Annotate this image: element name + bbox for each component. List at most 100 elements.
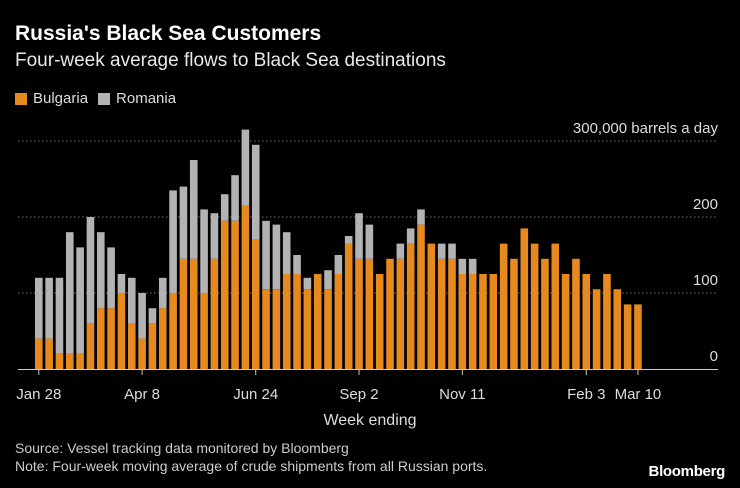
bar-bulgaria xyxy=(158,308,167,369)
bar-bulgaria xyxy=(96,308,105,369)
bar-bulgaria xyxy=(117,293,126,369)
x-tick-label: Nov 11 xyxy=(439,386,485,403)
bar-bulgaria xyxy=(179,258,188,369)
bar-romania xyxy=(158,277,167,309)
x-tick-label: Apr 8 xyxy=(124,386,160,403)
bar-bulgaria xyxy=(324,289,332,369)
bar-romania xyxy=(365,224,374,259)
bar-romania xyxy=(220,194,229,221)
bar-romania xyxy=(210,213,219,259)
bar-romania xyxy=(437,243,446,259)
bar-romania xyxy=(86,217,95,324)
legend-label-romania: Romania xyxy=(116,90,177,107)
bar-bulgaria xyxy=(231,220,239,369)
bar-bulgaria xyxy=(623,304,632,369)
bar-bulgaria xyxy=(510,258,518,369)
bar-romania xyxy=(406,228,415,244)
y-tick-label: 300,000 barrels a day xyxy=(573,120,719,137)
bar-bulgaria xyxy=(303,289,312,369)
bar-romania xyxy=(272,224,281,290)
bar-romania xyxy=(76,247,84,354)
y-tick-label: 200 xyxy=(693,196,718,213)
x-tick-label: Jan 28 xyxy=(16,386,61,403)
bar-bulgaria xyxy=(272,289,281,369)
bar-bulgaria xyxy=(582,274,591,369)
bars xyxy=(35,129,642,369)
x-tick-label: Feb 3 xyxy=(567,386,605,403)
bar-bulgaria xyxy=(448,258,456,369)
axes: 0 100 200 300,000 barrels a day Jan 28 Apr 8 J… xyxy=(16,120,718,429)
bar-romania xyxy=(55,277,64,354)
bar-bulgaria xyxy=(35,338,43,369)
bar-romania xyxy=(324,270,332,290)
bar-bulgaria xyxy=(210,258,219,369)
bar-bulgaria xyxy=(603,274,611,369)
bar-bulgaria xyxy=(282,274,291,369)
bar-romania xyxy=(303,277,312,290)
bar-bulgaria xyxy=(479,274,487,369)
bar-romania xyxy=(231,175,239,221)
bar-romania xyxy=(138,293,146,339)
bar-bulgaria xyxy=(293,274,301,369)
bar-bulgaria xyxy=(127,323,136,369)
bar-romania xyxy=(262,220,270,290)
bar-bulgaria xyxy=(365,258,374,369)
bar-bulgaria xyxy=(251,239,260,369)
bar-romania xyxy=(127,277,136,324)
bar-romania xyxy=(35,277,43,339)
bar-bulgaria xyxy=(107,308,115,369)
bar-bulgaria xyxy=(499,243,508,369)
bar-romania xyxy=(189,160,198,259)
y-tick-label: 100 xyxy=(693,272,718,289)
bar-bulgaria xyxy=(169,293,177,369)
bar-bulgaria xyxy=(437,258,446,369)
bar-bulgaria xyxy=(262,289,270,369)
bar-romania xyxy=(107,247,115,309)
bar-bulgaria xyxy=(76,353,84,369)
bar-bulgaria xyxy=(530,243,539,369)
legend-item-romania: Romania xyxy=(98,90,176,107)
footnote: Note: Four-week moving average of crude … xyxy=(15,458,488,474)
bar-bulgaria xyxy=(241,205,250,369)
legend-swatch-romania xyxy=(98,92,111,105)
bar-bulgaria xyxy=(572,258,580,369)
bar-bulgaria xyxy=(406,243,415,369)
bar-bulgaria xyxy=(138,338,146,369)
bar-bulgaria xyxy=(468,274,477,369)
bar-bulgaria xyxy=(541,258,549,369)
bar-romania xyxy=(293,255,301,274)
x-tick-label: Jun 24 xyxy=(233,386,278,403)
bar-romania xyxy=(468,258,477,274)
bar-bulgaria xyxy=(561,274,570,369)
bar-romania xyxy=(65,232,74,354)
legend: Bulgaria Romania xyxy=(15,90,186,107)
bar-romania xyxy=(200,209,208,293)
bar-romania xyxy=(251,144,260,240)
bar-bulgaria xyxy=(551,243,560,369)
chart-subtitle: Four-week average flows to Black Sea des… xyxy=(15,50,446,71)
bar-bulgaria xyxy=(592,289,601,369)
x-axis-title: Week ending xyxy=(323,412,416,429)
bar-romania xyxy=(169,190,177,293)
bar-bulgaria xyxy=(386,258,394,369)
bar-romania xyxy=(179,186,188,259)
bar-bulgaria xyxy=(396,258,405,369)
bar-bulgaria xyxy=(458,274,467,369)
legend-item-bulgaria: Bulgaria xyxy=(15,90,88,107)
legend-swatch-bulgaria xyxy=(15,92,27,105)
bar-romania xyxy=(355,213,363,259)
bar-romania xyxy=(417,209,425,225)
bar-bulgaria xyxy=(489,274,498,369)
bar-romania xyxy=(117,274,126,293)
bar-bulgaria xyxy=(148,323,157,369)
bar-romania xyxy=(45,277,53,339)
bar-bulgaria xyxy=(313,274,322,369)
bar-bulgaria xyxy=(355,258,363,369)
bar-bulgaria xyxy=(200,293,208,369)
bar-romania xyxy=(241,129,250,206)
bar-romania xyxy=(96,232,105,309)
bar-romania xyxy=(448,243,456,259)
bar-romania xyxy=(334,255,343,274)
bar-bulgaria xyxy=(45,338,53,369)
bar-romania xyxy=(458,258,467,274)
